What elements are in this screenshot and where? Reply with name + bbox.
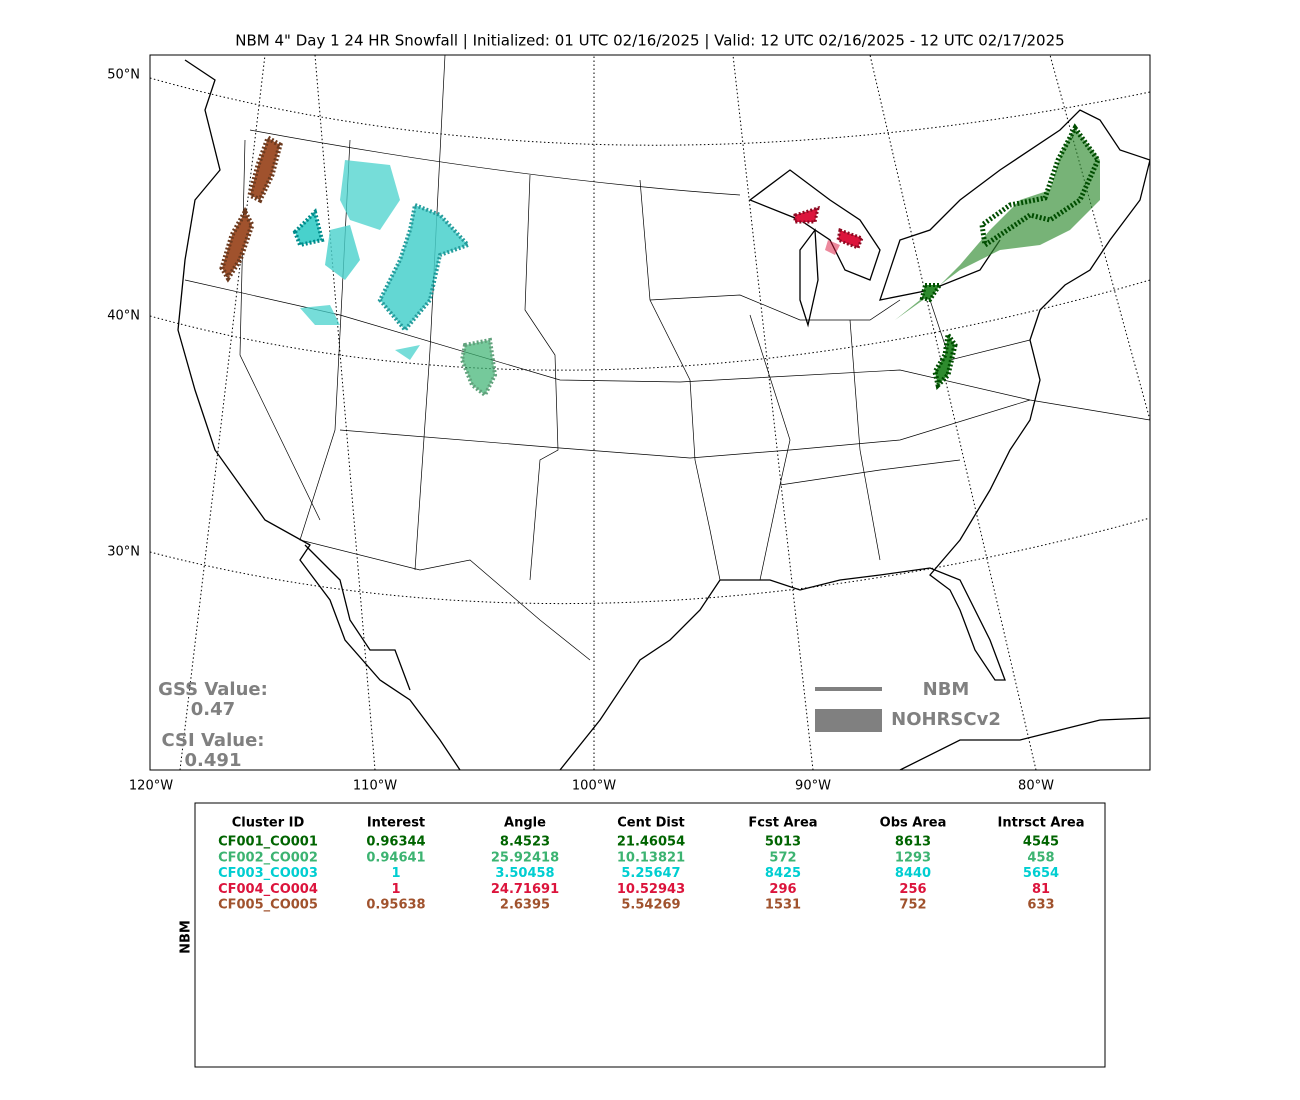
table-cell: 5013 (765, 835, 801, 850)
legend-label: NOHRSCv2 (891, 709, 1001, 730)
table-cell: 8.4523 (500, 835, 550, 850)
table-cell: 8613 (895, 835, 931, 850)
table-cell: 10.13821 (617, 850, 685, 865)
table-cell: 633 (1027, 898, 1054, 913)
table-cell: 256 (899, 882, 926, 897)
clusters (219, 123, 1101, 399)
coastline (177, 59, 1150, 770)
table-cell: 0.95638 (366, 898, 425, 913)
column-header: Obs Area (880, 816, 947, 831)
table-frame (194, 802, 1106, 1068)
lon-label: 90°W (795, 779, 831, 794)
table-cell: 1293 (895, 850, 931, 865)
table-cell: 5.25647 (621, 866, 680, 881)
table-cell: CF002_CO002 (218, 850, 318, 865)
table: NBM Cluster ID Interest Angle Cent Dist Fcst… (179, 802, 1106, 1068)
table-cell: 2.6395 (500, 898, 550, 913)
lat-label: 40°N (107, 309, 140, 324)
lon-label: 120°W (129, 779, 173, 794)
table-cell: 1 (391, 866, 400, 881)
legend-patch (815, 709, 882, 732)
table-cell: 5.54269 (621, 898, 680, 913)
lat-label: 50°N (107, 68, 140, 83)
legend-label: NBM (923, 679, 970, 700)
column-header: Interest (367, 816, 425, 831)
csi-value: 0.491 (185, 750, 242, 771)
column-header: Fcst Area (748, 816, 817, 831)
lat-label: 30°N (107, 545, 140, 560)
table-cell: 4545 (1023, 835, 1059, 850)
column-header: Cluster ID (232, 816, 305, 831)
table-cell: CF004_CO004 (218, 882, 318, 897)
table-cell: 8440 (895, 866, 931, 881)
gss-label: GSS Value: (158, 679, 268, 700)
lon-label: 80°W (1018, 779, 1054, 794)
table-cell: 572 (769, 850, 796, 865)
table-cell: CF005_CO005 (218, 898, 318, 913)
table-cell: CF003_CO003 (218, 866, 318, 881)
table-cell: 0.96344 (366, 835, 425, 850)
table-cell: 21.46054 (617, 835, 685, 850)
table-cell: 1531 (765, 898, 801, 913)
table-cell: 81 (1032, 882, 1050, 897)
graticule (150, 55, 1150, 770)
table-cell: 1 (391, 882, 400, 897)
table-cell: 752 (899, 898, 926, 913)
table-cell: 5654 (1023, 866, 1059, 881)
gss-value: 0.47 (191, 699, 235, 720)
table-cell: 24.71691 (491, 882, 559, 897)
lon-label: 100°W (572, 779, 616, 794)
table-cell: 8425 (765, 866, 801, 881)
table-cell: 458 (1027, 850, 1054, 865)
lon-label: 110°W (353, 779, 397, 794)
table-cell: 10.52943 (617, 882, 685, 897)
table-cell: 296 (769, 882, 796, 897)
table-cell: 0.94641 (366, 850, 425, 865)
table-cell: CF001_CO001 (218, 835, 318, 850)
title: NBM 4" Day 1 24 HR Snowfall | Initialize… (235, 32, 1064, 50)
column-header: Intrsct Area (998, 816, 1085, 831)
csi-label: CSI Value: (162, 730, 265, 751)
column-header: Cent Dist (617, 816, 685, 831)
map-frame (149, 54, 1151, 771)
map: 50°N 40°N 30°N 120°W 110°W 100°W 90°W 80… (107, 54, 1151, 794)
table-cell: 3.50458 (495, 866, 554, 881)
column-header: Angle (504, 816, 546, 831)
table-side-label: NBM (179, 920, 194, 954)
table-cell: 25.92418 (491, 850, 559, 865)
